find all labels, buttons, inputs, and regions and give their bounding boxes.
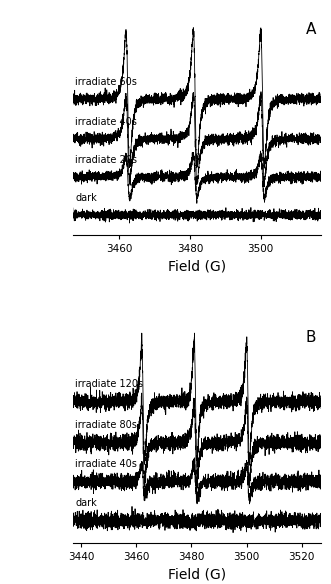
Text: dark: dark	[75, 193, 97, 203]
Text: irradiate 20s: irradiate 20s	[75, 155, 137, 165]
Text: irradiate 60s: irradiate 60s	[75, 77, 137, 88]
X-axis label: Field (G): Field (G)	[168, 259, 226, 273]
Text: irradiate 120s: irradiate 120s	[75, 379, 143, 389]
Text: dark: dark	[75, 498, 97, 508]
Text: A: A	[306, 22, 316, 37]
Text: irradiate 80s: irradiate 80s	[75, 420, 137, 430]
Text: B: B	[306, 331, 316, 345]
Text: irradiate 40s: irradiate 40s	[75, 117, 137, 127]
X-axis label: Field (G): Field (G)	[168, 568, 226, 582]
Text: irradiate 40s: irradiate 40s	[75, 459, 137, 469]
